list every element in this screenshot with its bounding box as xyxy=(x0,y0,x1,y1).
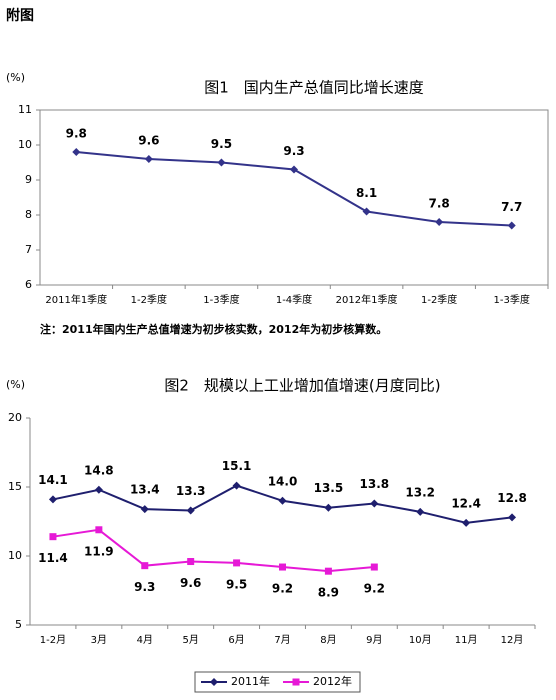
x-tick-label: 9月 xyxy=(366,634,382,646)
legend-label: 2011年 xyxy=(231,674,270,688)
x-tick-label: 3月 xyxy=(91,634,107,646)
y-tick-label: 7 xyxy=(25,243,32,256)
series-line xyxy=(76,151,512,227)
x-tick-label: 12月 xyxy=(501,634,524,646)
data-label: 9.6 xyxy=(180,576,201,590)
marker xyxy=(507,221,516,230)
data-label: 14.0 xyxy=(268,474,298,488)
data-label: 13.8 xyxy=(360,477,390,491)
y-tick-label: 8 xyxy=(25,208,32,221)
data-label: 15.1 xyxy=(222,459,252,473)
x-tick-label: 1-3季度 xyxy=(494,293,530,306)
marker xyxy=(324,503,333,512)
legend-marker xyxy=(210,678,218,686)
x-tick-label: 11月 xyxy=(455,634,478,646)
x-tick-label: 1-4季度 xyxy=(276,293,312,306)
marker xyxy=(49,533,57,541)
y-axis-label: (%) xyxy=(6,71,25,84)
marker xyxy=(232,481,241,490)
data-label: 7.8 xyxy=(429,197,450,211)
y-tick-label: 10 xyxy=(18,138,32,151)
y-tick-label: 10 xyxy=(8,549,22,562)
marker xyxy=(278,496,287,505)
marker xyxy=(416,507,425,516)
legend-box xyxy=(194,671,361,693)
marker xyxy=(95,526,103,534)
marker xyxy=(48,495,57,504)
marker xyxy=(508,513,517,522)
marker xyxy=(217,158,226,167)
x-tick-label: 1-2月 xyxy=(40,634,66,646)
y-tick-label: 6 xyxy=(25,278,32,291)
x-tick-label: 2011年1季度 xyxy=(45,293,107,306)
marker xyxy=(140,505,149,514)
x-tick-label: 2012年1季度 xyxy=(336,293,398,306)
y-tick-label: 9 xyxy=(25,173,32,186)
y-tick-label: 11 xyxy=(18,103,32,116)
data-label: 11.9 xyxy=(84,544,114,558)
marker xyxy=(141,562,149,570)
marker xyxy=(370,563,378,571)
marker xyxy=(290,165,298,174)
chart-title: 图1 国内生产总值同比增长速度 xyxy=(204,79,424,97)
data-label: 11.4 xyxy=(38,551,68,565)
x-tick-label: 1-3季度 xyxy=(203,293,239,306)
data-label: 9.5 xyxy=(211,137,232,151)
data-label: 13.2 xyxy=(405,485,435,499)
chart-title: 图2 规模以上工业增加值增速(月度同比) xyxy=(164,377,440,395)
series-line xyxy=(52,528,375,573)
x-tick-label: 6月 xyxy=(228,634,244,646)
marker xyxy=(462,518,471,527)
data-label: 14.8 xyxy=(84,463,114,477)
data-label: 9.3 xyxy=(134,580,155,594)
x-tick-label: 4月 xyxy=(137,634,153,646)
marker xyxy=(144,155,153,163)
x-tick-label: 5月 xyxy=(182,634,198,646)
data-label: 12.4 xyxy=(451,496,481,510)
data-label: 13.4 xyxy=(130,483,160,497)
data-label: 9.2 xyxy=(272,582,293,596)
marker xyxy=(94,485,103,494)
note: 注：2011年国内生产总值增速为初步核实数，2012年为初步核算数。 xyxy=(40,322,387,336)
legend-label: 2012年 xyxy=(313,674,352,688)
data-label: 13.3 xyxy=(176,484,206,498)
marker xyxy=(186,506,195,515)
y-tick-label: 20 xyxy=(8,411,22,424)
x-tick-label: 8月 xyxy=(320,634,336,646)
marker xyxy=(279,563,286,571)
data-label: 8.1 xyxy=(356,186,377,200)
data-label: 9.8 xyxy=(66,127,87,141)
x-tick-label: 1-2季度 xyxy=(131,293,167,306)
marker xyxy=(435,218,444,226)
data-label: 8.9 xyxy=(318,586,339,600)
y-tick-label: 15 xyxy=(8,480,22,493)
marker xyxy=(72,148,81,156)
data-label: 9.5 xyxy=(226,577,247,591)
marker xyxy=(362,207,371,216)
marker xyxy=(324,567,332,575)
y-tick-label: 5 xyxy=(15,618,22,631)
marker xyxy=(187,558,195,566)
plot-frame xyxy=(39,109,549,286)
marker xyxy=(370,499,379,508)
x-tick-label: 7月 xyxy=(274,634,290,646)
data-label: 7.7 xyxy=(501,200,522,214)
data-label: 13.5 xyxy=(314,481,344,495)
x-tick-label: 1-2季度 xyxy=(421,293,457,306)
data-label: 12.8 xyxy=(497,491,527,505)
legend-marker xyxy=(292,678,300,686)
header-title: 附图 xyxy=(6,7,34,24)
y-axis-label: (%) xyxy=(6,378,25,391)
data-label: 9.3 xyxy=(283,144,304,158)
marker xyxy=(233,559,241,567)
data-label: 9.2 xyxy=(364,582,385,596)
data-label: 9.6 xyxy=(138,134,159,148)
data-label: 14.1 xyxy=(38,473,68,487)
x-tick-label: 10月 xyxy=(409,634,432,646)
